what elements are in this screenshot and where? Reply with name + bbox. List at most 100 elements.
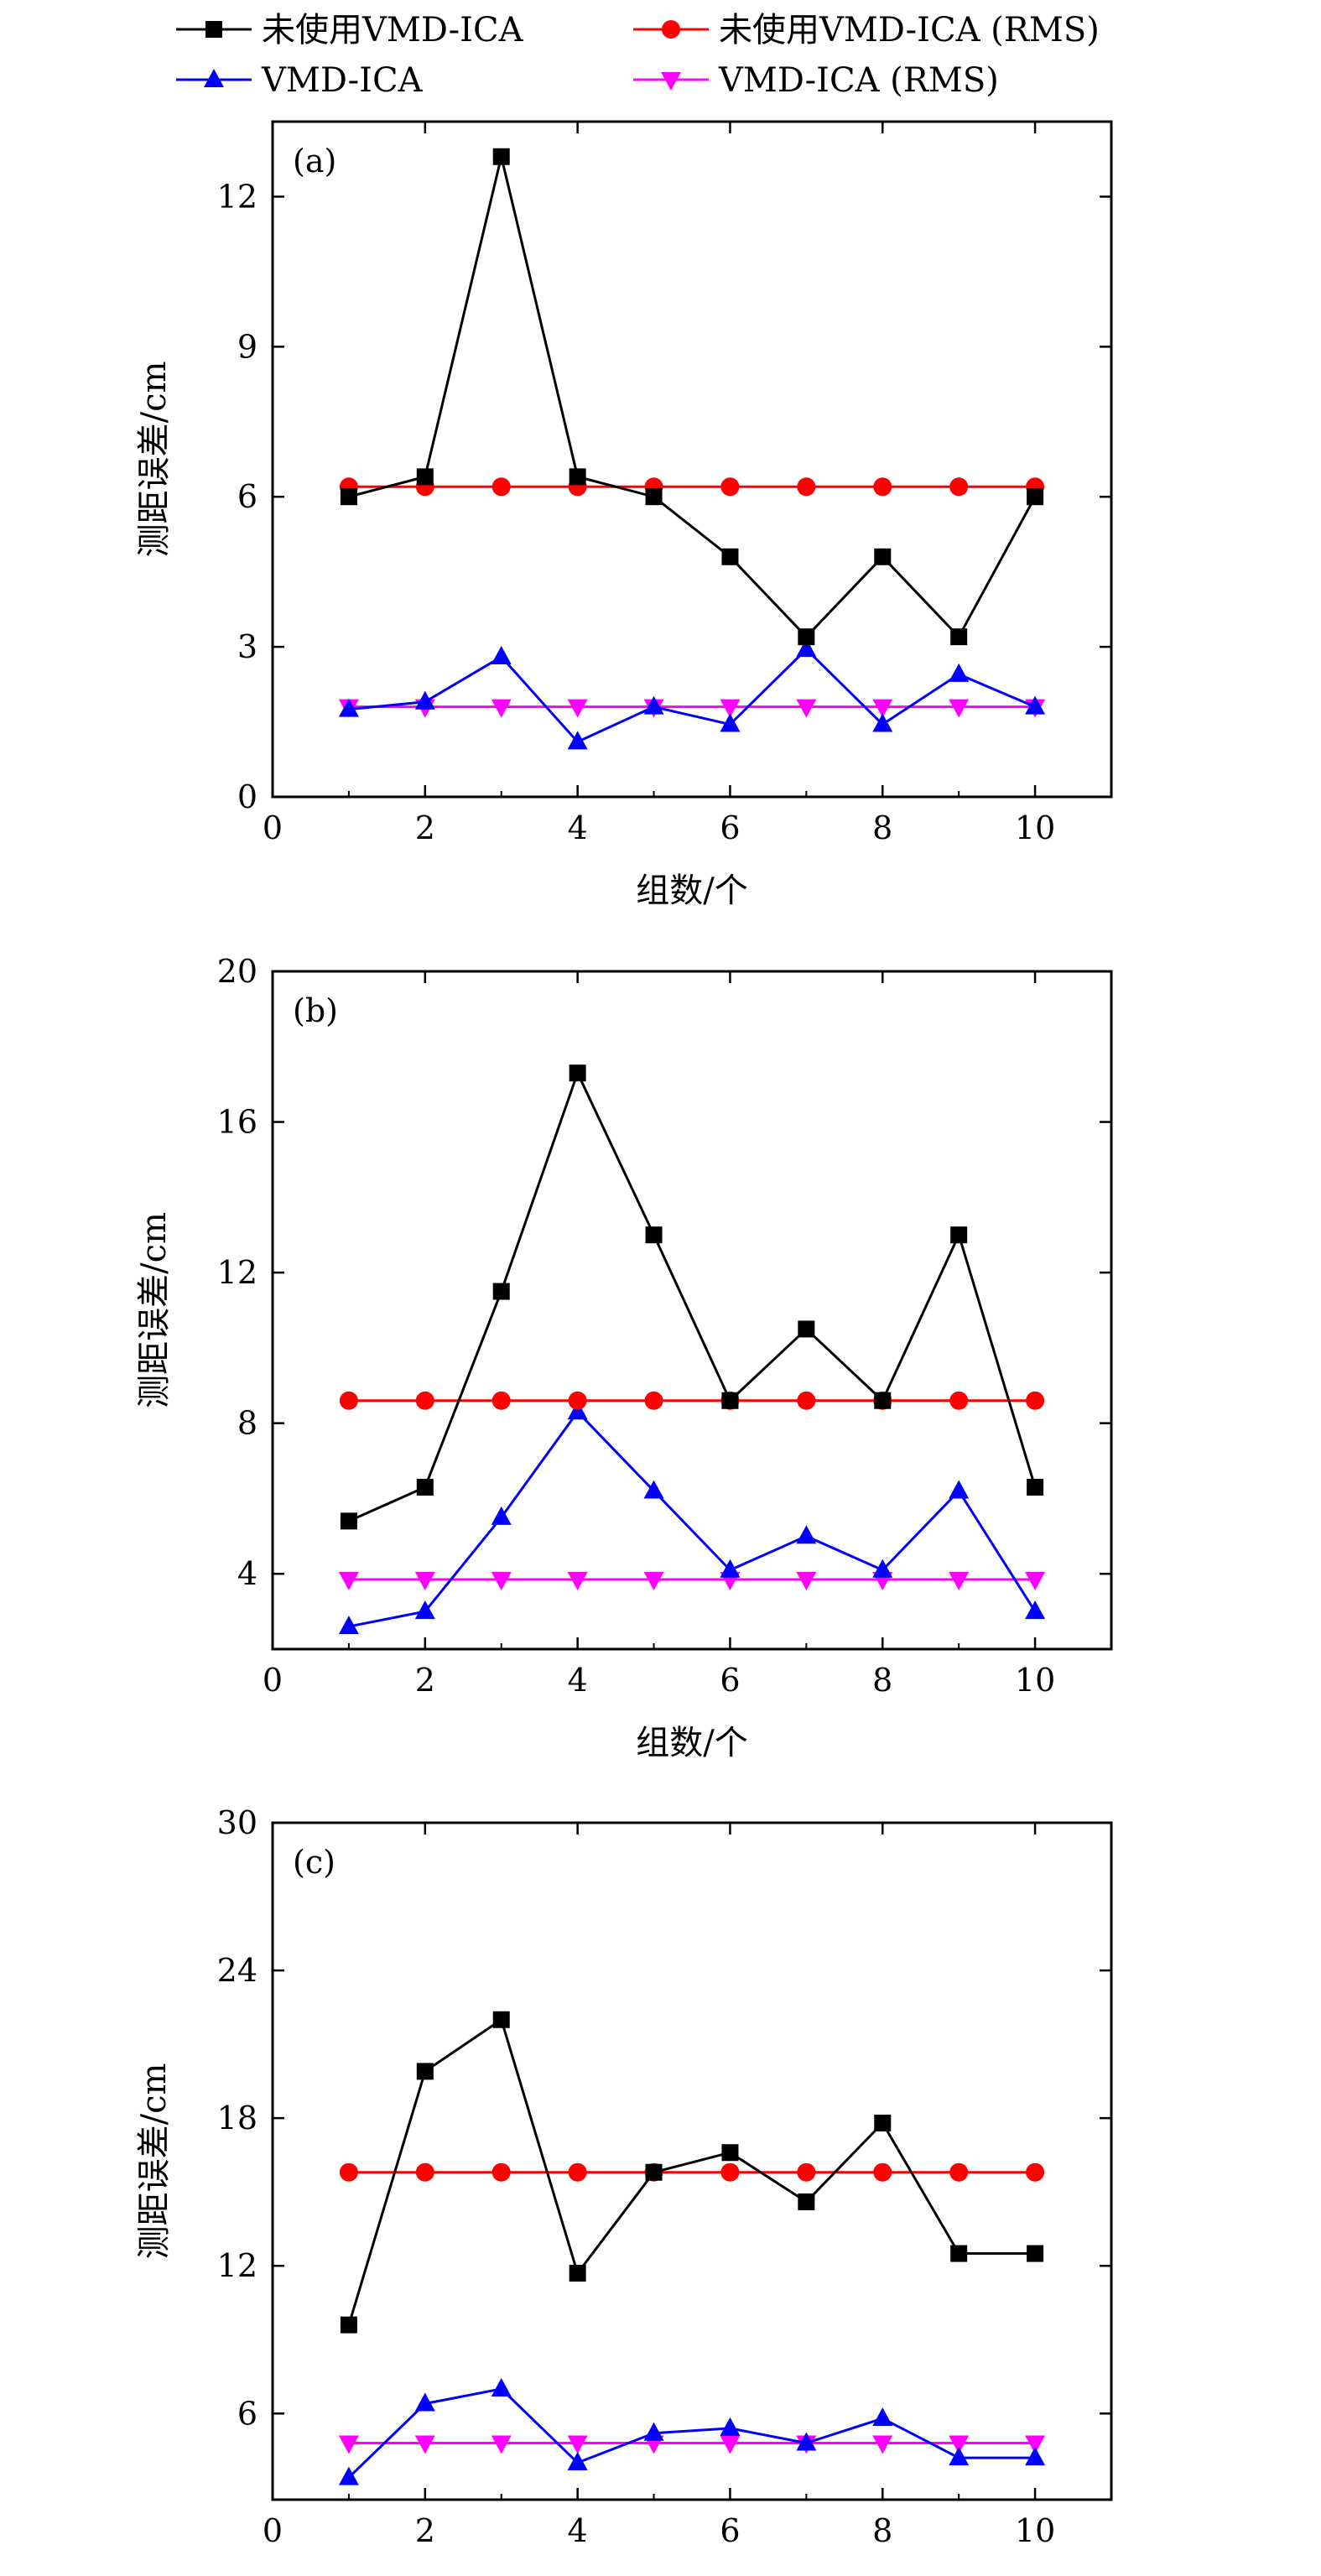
- x-tick-label: 6: [720, 809, 740, 846]
- legend-marker: [661, 72, 681, 91]
- y-tick-label: 20: [217, 953, 257, 990]
- data-point: [492, 2011, 510, 2028]
- x-tick-label: 0: [263, 1662, 283, 1699]
- data-point: [720, 699, 741, 718]
- data-point: [796, 1525, 817, 1544]
- x-tick-label: 0: [263, 809, 283, 846]
- data-point: [721, 548, 739, 565]
- data-point: [414, 2435, 435, 2454]
- data-point: [491, 1506, 512, 1525]
- data-point: [567, 699, 588, 718]
- series: [338, 2377, 1046, 2485]
- data-point: [950, 2245, 968, 2262]
- series: [339, 477, 1045, 497]
- data-point: [338, 1571, 359, 1590]
- y-tick-label: 3: [237, 628, 257, 665]
- data-point: [643, 1480, 664, 1499]
- data-point: [720, 1559, 741, 1578]
- data-point: [414, 2392, 435, 2412]
- y-tick-label: 0: [237, 778, 257, 815]
- data-point: [949, 477, 969, 497]
- data-point: [1026, 2162, 1045, 2182]
- x-tick-label: 6: [720, 1662, 740, 1699]
- data-point: [797, 477, 816, 497]
- plot-frame: [271, 970, 1113, 1651]
- x-tick-label: 8: [872, 2512, 892, 2549]
- data-point: [1026, 1391, 1045, 1410]
- data-point: [567, 2451, 588, 2470]
- data-point: [338, 2435, 359, 2454]
- x-tick-label: 10: [1015, 1662, 1055, 1699]
- data-point: [872, 713, 893, 732]
- x-tick-label: 4: [568, 809, 588, 846]
- legend-entry: 未使用VMD-ICA: [176, 11, 524, 49]
- panel-label: (b): [293, 992, 338, 1029]
- series-line: [347, 2387, 1036, 2479]
- data-point: [340, 1512, 357, 1530]
- data-point: [1027, 2245, 1044, 2262]
- data-point: [873, 2162, 892, 2182]
- data-point: [796, 638, 817, 658]
- data-point: [567, 1571, 588, 1590]
- series: [339, 2162, 1045, 2182]
- data-point: [340, 2316, 357, 2334]
- data-point: [1027, 1478, 1044, 1496]
- data-point: [1025, 695, 1046, 715]
- panel-2: 0 2 4 6 8 10 4 8 12 16 20 组数/个 测距误差/cm (b): [135, 953, 1113, 1762]
- legend-label: VMD-ICA: [261, 61, 424, 100]
- series: [340, 148, 1044, 646]
- data-point: [645, 488, 663, 506]
- panel-label: (a): [293, 143, 336, 180]
- series-line: [348, 1071, 1037, 1522]
- panel-label: (c): [293, 1844, 335, 1881]
- data-point: [643, 2422, 664, 2441]
- data-point: [949, 2162, 969, 2182]
- data-point: [491, 646, 512, 665]
- y-axis-label: 测距误差/cm: [135, 1212, 174, 1408]
- x-tick-label: 8: [872, 1662, 892, 1699]
- data-point: [872, 1559, 893, 1578]
- data-point: [720, 2162, 740, 2182]
- data-point: [949, 1480, 970, 1499]
- data-point: [720, 2417, 741, 2436]
- x-axis-label: 组数/个: [636, 2574, 747, 2576]
- data-point: [414, 690, 435, 710]
- data-point: [645, 2163, 663, 2181]
- data-point: [491, 2377, 512, 2396]
- x-tick-label: 6: [720, 2512, 740, 2549]
- y-tick-label: 18: [217, 2100, 257, 2136]
- data-point: [644, 1391, 663, 1410]
- data-point: [414, 1600, 435, 1620]
- data-point: [721, 1392, 739, 1409]
- data-point: [643, 695, 664, 715]
- data-point: [1025, 1600, 1046, 1620]
- data-point: [950, 1226, 968, 1244]
- data-point: [491, 1571, 512, 1590]
- data-point: [949, 663, 970, 682]
- data-point: [1025, 2447, 1046, 2466]
- series-line: [348, 155, 1037, 638]
- legend-entry: 未使用VMD-ICA (RMS): [633, 11, 1100, 49]
- plot-frame: [271, 120, 1113, 799]
- legend-label: 未使用VMD-ICA: [262, 11, 524, 49]
- y-tick-label: 6: [237, 478, 257, 515]
- data-point: [1027, 488, 1044, 506]
- data-point: [720, 477, 740, 497]
- y-tick-label: 12: [217, 178, 257, 215]
- data-point: [338, 1616, 359, 1635]
- y-tick-label: 12: [217, 2247, 257, 2284]
- y-tick-label: 12: [217, 1254, 257, 1291]
- data-point: [491, 477, 511, 497]
- data-point: [797, 2162, 816, 2182]
- data-point: [949, 2435, 970, 2454]
- series: [338, 638, 1046, 750]
- legend-marker: [205, 21, 222, 38]
- data-point: [874, 1392, 892, 1409]
- y-axis-label: 测距误差/cm: [135, 2063, 174, 2260]
- data-point: [491, 2435, 512, 2454]
- data-point: [567, 2435, 588, 2454]
- data-point: [339, 1391, 358, 1410]
- series: [338, 2435, 1046, 2454]
- legend: 未使用VMD-ICA 未使用VMD-ICA (RMS) VMD-ICA VMD-ICA…: [176, 11, 1100, 100]
